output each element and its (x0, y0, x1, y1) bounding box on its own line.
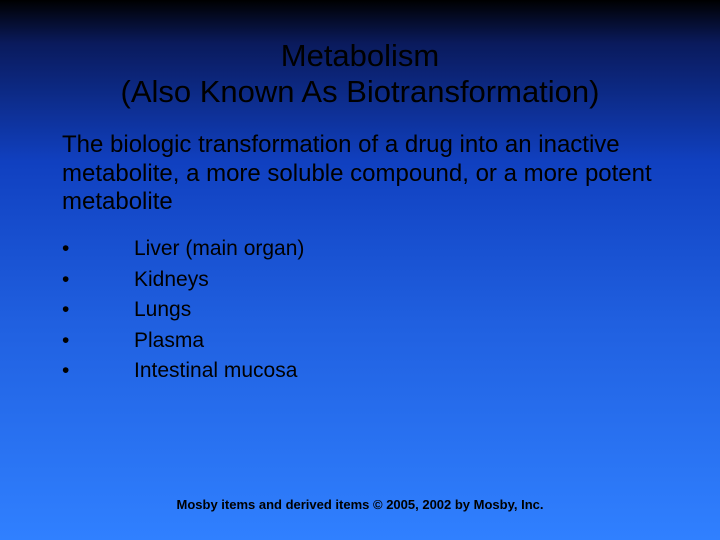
slide-title: Metabolism (Also Known As Biotransformat… (0, 0, 720, 109)
body-paragraph: The biologic transformation of a drug in… (0, 109, 720, 216)
bullet-icon: • (62, 295, 134, 325)
list-item-label: Kidneys (134, 265, 209, 295)
list-item-label: Plasma (134, 326, 204, 356)
list-item-label: Lungs (134, 295, 191, 325)
list-item: • Lungs (62, 295, 720, 325)
bullet-icon: • (62, 326, 134, 356)
bullet-list: • Liver (main organ) • Kidneys • Lungs •… (0, 216, 720, 386)
list-item-label: Liver (main organ) (134, 234, 304, 264)
list-item: • Kidneys (62, 265, 720, 295)
title-line-1: Metabolism (60, 38, 660, 74)
bullet-icon: • (62, 265, 134, 295)
bullet-icon: • (62, 234, 134, 264)
title-line-2: (Also Known As Biotransformation) (60, 74, 660, 110)
copyright-footer: Mosby items and derived items © 2005, 20… (0, 497, 720, 512)
list-item: • Plasma (62, 326, 720, 356)
list-item: • Intestinal mucosa (62, 356, 720, 386)
list-item: • Liver (main organ) (62, 234, 720, 264)
list-item-label: Intestinal mucosa (134, 356, 297, 386)
bullet-icon: • (62, 356, 134, 386)
